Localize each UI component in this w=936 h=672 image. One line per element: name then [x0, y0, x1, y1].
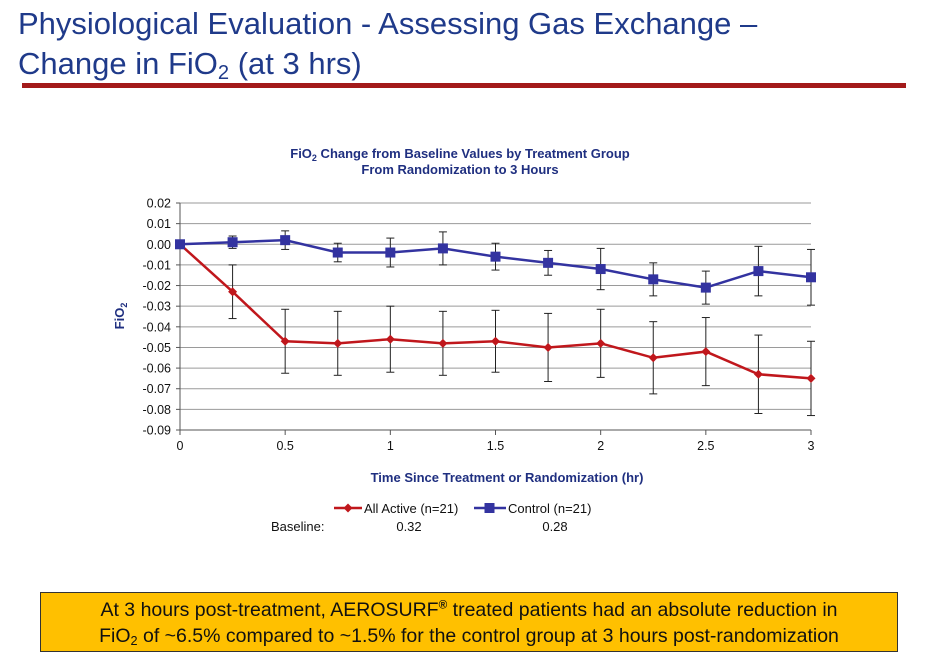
data-point [332, 247, 343, 258]
data-point [648, 274, 659, 285]
y-tick-label: -0.07 [143, 382, 172, 396]
chart-title-suffix: Change from Baseline Values by Treatment… [317, 146, 630, 161]
legend: All Active (n=21) Control (n=21) [334, 501, 591, 516]
series-layer [175, 230, 816, 417]
y-tick-label: 0.02 [147, 197, 171, 211]
data-point [280, 336, 290, 346]
data-point [385, 247, 396, 258]
y-axis-label: FiO2 [112, 303, 129, 330]
data-point [280, 235, 291, 246]
x-tick-label: 0 [177, 439, 184, 453]
data-point [700, 282, 711, 293]
y-tick-label: -0.09 [143, 424, 172, 438]
data-point [437, 243, 448, 254]
chart-title-text: FiO [290, 146, 312, 161]
y-tick-label: 0.00 [147, 238, 171, 252]
chart-title-line1: FiO2 Change from Baseline Values by Trea… [290, 146, 630, 163]
callout-registered-mark: ® [438, 598, 448, 612]
data-point [175, 239, 185, 250]
x-tick-label: 1.5 [487, 439, 504, 453]
series-0-error-bars [228, 264, 815, 417]
fio2-line-chart: FiO2 Change from Baseline Values by Trea… [112, 146, 816, 534]
x-tick-label: 3 [808, 439, 815, 453]
y-tick-label: -0.04 [143, 320, 172, 334]
slide-title-subscript: 2 [217, 62, 230, 85]
callout-subscript: 2 [130, 634, 138, 649]
y-tick-label: -0.01 [143, 258, 172, 272]
chart-title-line2: From Randomization to 3 Hours [361, 162, 558, 177]
data-point [227, 237, 238, 248]
slide-title-line2: Change in FiO2 (at 3 hrs) [18, 44, 918, 84]
callout-line2-text: FiO [99, 625, 131, 647]
callout-line1-text: At 3 hours post-treatment, AEROSURF [100, 599, 439, 621]
data-point [806, 373, 816, 383]
data-point [595, 264, 606, 275]
data-point [438, 338, 448, 348]
data-point [543, 257, 554, 268]
legend-marker-control [484, 503, 495, 513]
series-1-error-bars [228, 230, 815, 306]
baseline-value-control: 0.28 [542, 519, 567, 534]
baseline-value-all-active: 0.32 [396, 519, 421, 534]
callout-line1-suffix: treated patients had an absolute reducti… [447, 599, 838, 621]
legend-label-all-active: All Active (n=21) [364, 501, 458, 516]
legend-label-control: Control (n=21) [508, 501, 591, 516]
slide-title: Physiological Evaluation - Assessing Gas… [18, 4, 918, 84]
data-point [596, 338, 606, 348]
data-point [543, 342, 553, 352]
y-tick-label: -0.05 [143, 341, 172, 355]
callout-line2: FiO2 of ~6.5% compared to ~1.5% for the … [41, 623, 897, 649]
x-tick-label: 0.5 [276, 439, 293, 453]
data-point [490, 251, 501, 262]
x-tick-label: 2.5 [697, 439, 714, 453]
baseline-label: Baseline: [271, 519, 324, 534]
data-point [333, 338, 343, 348]
data-point [753, 266, 764, 277]
slide-title-line2-text: Change in FiO [18, 46, 218, 81]
y-tick-label: 0.01 [147, 217, 171, 231]
data-point [701, 347, 711, 357]
callout-line2-suffix: of ~6.5% compared to ~1.5% for the contr… [137, 625, 839, 647]
data-point [648, 353, 658, 363]
title-divider [22, 83, 906, 88]
data-point [753, 369, 763, 379]
slide-title-line2-suffix: (at 3 hrs) [229, 46, 362, 81]
y-tick-label: -0.03 [143, 300, 172, 314]
data-point [228, 287, 238, 297]
slide-title-line1: Physiological Evaluation - Assessing Gas… [18, 6, 758, 41]
y-tick-label: -0.06 [143, 362, 172, 376]
y-axis-label-subscript: 2 [119, 303, 129, 308]
y-axis-label-text: FiO [112, 308, 127, 330]
data-point [491, 336, 500, 346]
x-tick-label: 2 [597, 439, 604, 453]
data-point [806, 272, 816, 283]
data-point [385, 334, 395, 344]
axes: 0.02 0.01 0.00 -0.01 -0.02 -0.03 -0.04 -0.05 -0.… [143, 197, 815, 454]
legend-marker-all-active [343, 503, 353, 513]
callout-line1: At 3 hours post-treatment, AEROSURF® tre… [41, 597, 897, 623]
x-tick-label: 1 [387, 439, 394, 453]
y-tick-label: -0.02 [143, 279, 172, 293]
callout-box: At 3 hours post-treatment, AEROSURF® tre… [40, 592, 898, 652]
x-axis-label: Time Since Treatment or Randomization (h… [371, 470, 644, 485]
chart-title-subscript: 2 [312, 153, 317, 163]
y-tick-label: -0.08 [143, 403, 172, 417]
